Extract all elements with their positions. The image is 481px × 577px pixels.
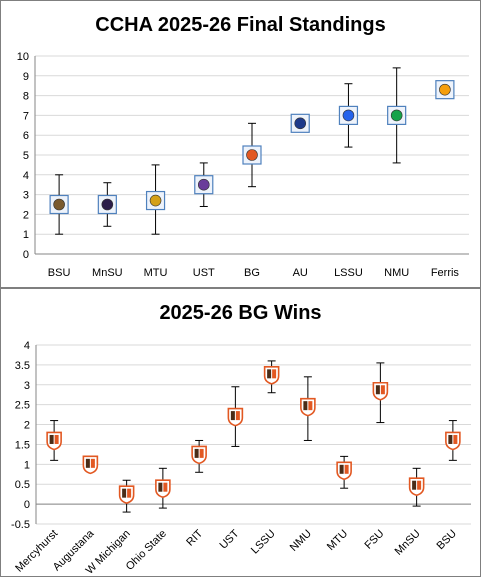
x-tick-label: RIT [184,527,205,548]
standings-chart: 0 1 2 3 4 5 6 7 8 9 10 BSU MnSU MTU UST BG AU LSSU NMU Ferr… [17,51,469,279]
data-point-bg-logo [118,485,135,504]
x-tick-label: BSU [435,528,460,553]
wins-chart-panel: 2025-26 BG Wins -0.5 0 0.5 1 1.5 2 2.5 3 3.5 4 Mer… [0,288,481,577]
x-tick-label: MnSU [393,528,423,558]
y-tick-label: 5 [23,150,29,162]
y-tick-label: 8 [23,91,29,103]
data-point-bg-logo [46,431,62,451]
y-tick-label: 9 [23,71,29,83]
data-point-bg-logo [82,455,99,475]
y-tick-label: 1.5 [15,439,30,451]
data-point-logo [145,190,166,211]
x-tick-label: AU [293,267,308,279]
x-tick-label: MTU [325,528,350,553]
data-point-bg-logo [227,407,244,427]
y-tick-label: 0 [24,499,30,511]
data-point-bg-logo [191,445,207,465]
y-tick-label: 6 [23,130,29,142]
data-point-logo [49,194,69,215]
x-tick-label: Ferris [431,267,460,279]
data-point-logo [435,80,455,100]
x-tick-label: MnSU [92,267,123,279]
y-tick-label: 1 [23,229,29,241]
data-point-logo [290,113,310,133]
y-tick-label: 3.5 [15,360,30,372]
wins-chart-title: 2025-26 BG Wins [159,302,322,324]
wins-chart: -0.500.511.522.533.54MercyhurstAugustana… [11,340,471,576]
data-point-logo [387,105,407,126]
y-tick-label: -0.5 [11,519,30,531]
x-tick-label: UST [217,527,241,551]
y-tick-label: 3 [23,190,29,202]
y-tick-label: 4 [23,170,29,182]
y-tick-label: 2.5 [15,400,30,412]
standings-chart-title: CCHA 2025-26 Final Standings [95,14,386,36]
y-tick-label: 4 [24,340,30,352]
data-point-logo [97,194,117,215]
data-point-bg-logo [155,479,171,499]
x-tick-label: FSU [362,528,386,552]
standings-chart-panel: CCHA 2025-26 Final Standings 0 1 2 3 4 5 6 7 8 9 1… [0,0,481,288]
x-tick-label: UST [193,267,215,279]
x-tick-label: LSSU [334,267,363,279]
y-tick-label: 0.5 [15,479,30,491]
data-point-bg-logo [372,381,389,401]
data-point-bg-logo [336,461,352,481]
y-tick-label: 2 [23,209,29,221]
x-tick-label: BSU [48,267,71,279]
data-point-bg-logo [300,397,316,417]
x-tick-label: LSSU [249,528,278,557]
y-tick-label: 3 [24,380,30,392]
y-tick-label: 0 [23,249,29,261]
data-point-logo [242,145,262,165]
data-point-bg-logo [408,477,425,497]
x-tick-label: MTU [144,267,168,279]
data-point-logo [194,175,214,195]
data-point-logo [338,105,359,126]
y-tick-label: 10 [17,51,29,63]
y-tick-label: 2 [24,420,30,432]
y-tick-label: 1 [24,459,30,471]
y-tick-label: 7 [23,110,29,122]
x-tick-label: NMU [384,267,409,279]
x-tick-label: NMU [288,528,314,554]
data-point-bg-logo [263,366,280,385]
x-tick-label: BG [244,267,260,279]
data-point-bg-logo [445,431,461,451]
